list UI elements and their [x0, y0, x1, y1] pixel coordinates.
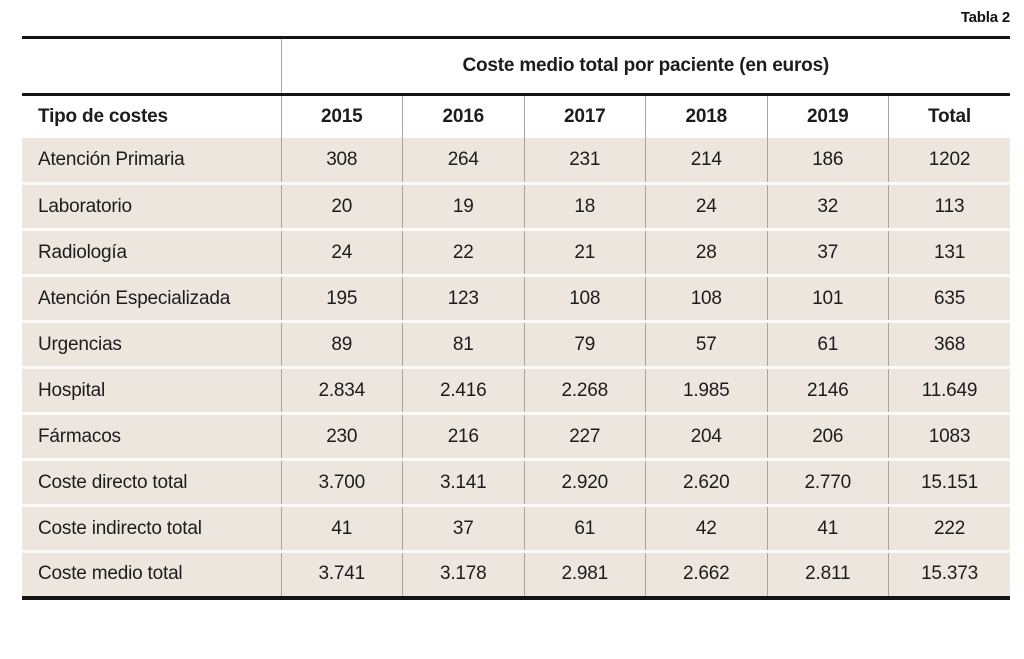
cell-value: 2.620	[645, 459, 767, 507]
band-row: Coste medio total por paciente (en euros…	[22, 37, 1011, 96]
cell-value: 108	[645, 275, 767, 323]
cell-value: 24	[280, 229, 403, 277]
row-label: Atención Especializada	[22, 275, 281, 323]
row-label: Coste indirecto total	[22, 505, 281, 553]
row-label: Fármacos	[22, 413, 281, 461]
cell-value: 3.700	[280, 459, 403, 507]
cell-value: 113	[888, 183, 1011, 231]
column-header-row: Tipo de costes 2015 2016 2017 2018 2019 Total	[22, 94, 1011, 138]
cell-value: 1083	[888, 413, 1011, 461]
cell-value: 227	[523, 413, 646, 461]
cell-value: 32	[766, 183, 889, 231]
cell-value: 2.981	[523, 551, 646, 598]
cell-value: 1202	[888, 137, 1011, 185]
cell-value: 231	[523, 137, 646, 185]
column-header-tipo-de-costes: Tipo de costes	[22, 94, 281, 138]
table-row: Radiología 24 22 21 28 37 131	[22, 229, 1011, 277]
cell-value: 2.268	[523, 367, 646, 415]
row-label: Coste medio total	[22, 551, 281, 598]
cell-value: 204	[645, 413, 767, 461]
cell-value: 216	[402, 413, 524, 461]
cell-value: 3.178	[402, 551, 524, 598]
cost-table: Coste medio total por paciente (en euros…	[22, 36, 1011, 600]
row-label: Coste directo total	[22, 459, 281, 507]
cell-value: 20	[280, 183, 403, 231]
column-header-2018: 2018	[645, 94, 767, 138]
cell-value: 11.649	[888, 367, 1011, 415]
cell-value: 41	[280, 505, 403, 553]
cell-value: 19	[402, 183, 524, 231]
cell-value: 264	[402, 137, 524, 185]
cell-value: 368	[888, 321, 1011, 369]
table-row: Urgencias 89 81 79 57 61 368	[22, 321, 1011, 369]
row-label: Radiología	[22, 229, 281, 277]
column-header-2015: 2015	[280, 94, 403, 138]
cell-value: 42	[645, 505, 767, 553]
band-title: Coste medio total por paciente (en euros…	[281, 37, 1011, 96]
cell-value: 1.985	[645, 367, 767, 415]
table-caption: Tabla 2	[960, 9, 1010, 26]
cell-value: 15.373	[888, 551, 1011, 598]
column-header-2016: 2016	[402, 94, 524, 138]
cell-value: 79	[523, 321, 646, 369]
cell-value: 81	[402, 321, 524, 369]
cell-value: 2.662	[645, 551, 767, 598]
cell-value: 108	[523, 275, 646, 323]
table-body: Atención Primaria 308 264 231 214 186 1202 Labo…	[22, 137, 1011, 598]
cell-value: 37	[402, 505, 524, 553]
table-row: Fármacos 230 216 227 204 206 1083	[22, 413, 1011, 461]
cell-value: 206	[766, 413, 889, 461]
row-label: Hospital	[22, 367, 281, 415]
table-row: Hospital 2.834 2.416 2.268 1.985 2146 11.649	[22, 367, 1011, 415]
cell-value: 101	[766, 275, 889, 323]
cell-value: 308	[280, 137, 403, 185]
cell-value: 15.151	[888, 459, 1011, 507]
cell-value: 635	[888, 275, 1011, 323]
table-row: Laboratorio 20 19 18 24 32 113	[22, 183, 1011, 231]
cell-value: 41	[766, 505, 889, 553]
cell-value: 2.834	[280, 367, 403, 415]
cell-value: 3.741	[280, 551, 403, 598]
cell-value: 28	[645, 229, 767, 277]
cell-value: 2146	[766, 367, 889, 415]
cell-value: 214	[645, 137, 767, 185]
cell-value: 123	[402, 275, 524, 323]
column-header-2019: 2019	[766, 94, 889, 138]
cell-value: 57	[645, 321, 767, 369]
table-row: Coste indirecto total 41 37 61 42 41 222	[22, 505, 1011, 553]
cell-value: 22	[402, 229, 524, 277]
table-head: Coste medio total por paciente (en euros…	[22, 37, 1011, 138]
cell-value: 18	[523, 183, 646, 231]
cell-value: 24	[645, 183, 767, 231]
table-row: Coste directo total 3.700 3.141 2.920 2.620 2…	[22, 459, 1011, 507]
cell-value: 61	[523, 505, 646, 553]
cell-value: 230	[280, 413, 403, 461]
cell-value: 222	[888, 505, 1011, 553]
cell-value: 61	[766, 321, 889, 369]
table-row: Atención Especializada 195 123 108 108 101 635	[22, 275, 1011, 323]
column-header-total: Total	[888, 94, 1011, 138]
cell-value: 186	[766, 137, 889, 185]
cell-value: 131	[888, 229, 1011, 277]
column-header-2017: 2017	[523, 94, 646, 138]
cell-value: 37	[766, 229, 889, 277]
cell-value: 195	[280, 275, 403, 323]
cell-value: 2.811	[766, 551, 889, 598]
table-row: Coste medio total 3.741 3.178 2.981 2.662 2.8…	[22, 551, 1011, 598]
table-row: Atención Primaria 308 264 231 214 186 1202	[22, 137, 1011, 185]
row-label: Laboratorio	[22, 183, 281, 231]
row-label: Atención Primaria	[22, 137, 281, 185]
row-label: Urgencias	[22, 321, 281, 369]
cell-value: 21	[523, 229, 646, 277]
cell-value: 89	[280, 321, 403, 369]
page: Tabla 2 Coste medio total por paciente (…	[22, 0, 1010, 600]
band-corner-cell	[22, 37, 282, 96]
cell-value: 3.141	[402, 459, 524, 507]
cell-value: 2.416	[402, 367, 524, 415]
cell-value: 2.920	[523, 459, 646, 507]
cell-value: 2.770	[766, 459, 889, 507]
